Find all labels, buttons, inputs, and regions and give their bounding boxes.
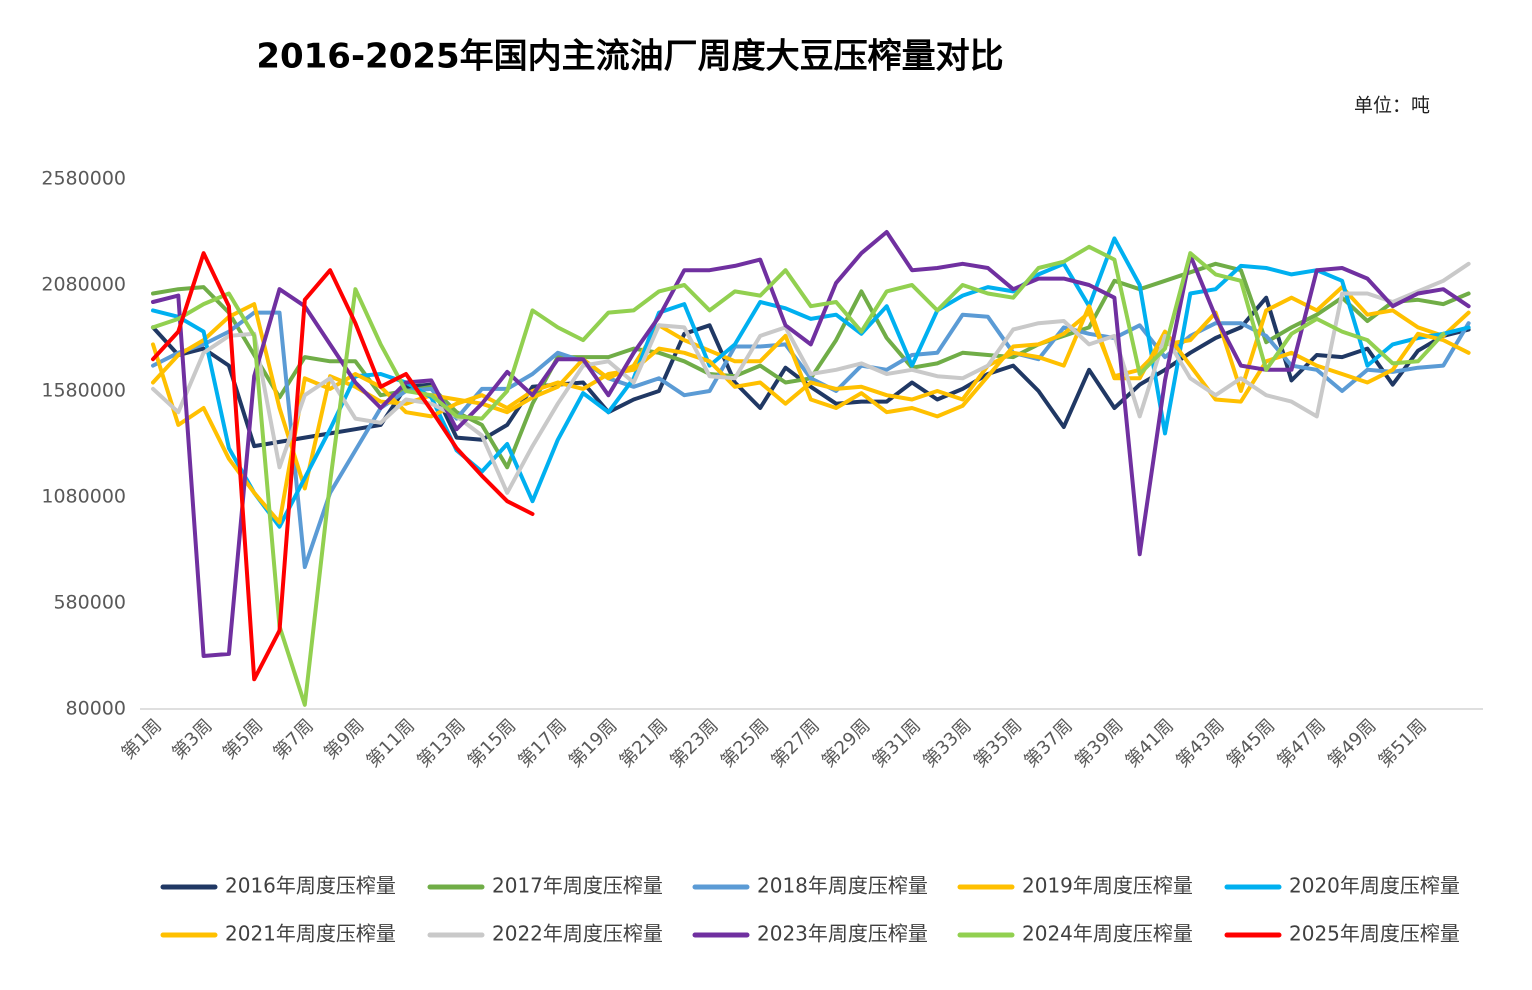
x-tick-label: 第45周 — [1223, 715, 1280, 772]
x-tick-label: 第13周 — [413, 715, 470, 772]
x-tick-label: 第29周 — [818, 715, 875, 772]
legend-label: 2021年周度压榨量 — [225, 922, 396, 946]
x-tick-label: 第15周 — [464, 715, 521, 772]
x-tick-label: 第39周 — [1071, 715, 1128, 772]
legend-label: 2024年周度压榨量 — [1022, 922, 1193, 946]
series-line — [151, 244, 1446, 707]
legend-label: 2017年周度压榨量 — [492, 874, 663, 898]
x-tick-label: 第7周 — [269, 715, 317, 763]
series-line — [151, 236, 1471, 529]
x-tick-label: 第25周 — [717, 715, 774, 772]
legend-label: 2023年周度压榨量 — [757, 922, 928, 946]
unit-label: 单位：吨 — [1354, 95, 1430, 117]
x-tick-label: 第27周 — [767, 715, 824, 772]
legend-label: 2019年周度压榨量 — [1022, 874, 1193, 898]
x-tick-label: 第35周 — [970, 715, 1027, 772]
y-tick-label: 2580000 — [41, 168, 126, 190]
x-tick-label: 第37周 — [1020, 715, 1077, 772]
series-line — [151, 251, 535, 682]
x-tick-label: 第5周 — [219, 715, 267, 763]
series-line — [151, 230, 1471, 658]
y-tick-label: 2080000 — [41, 274, 126, 296]
x-tick-label: 第23周 — [666, 715, 723, 772]
x-tick-label: 第19周 — [565, 715, 622, 772]
x-tick-label: 第47周 — [1273, 715, 1330, 772]
x-tick-label: 第51周 — [1375, 715, 1432, 772]
series-line — [151, 304, 1471, 525]
legend-label: 2022年周度压榨量 — [492, 922, 663, 946]
chart-title: 2016-2025年国内主流油厂周度大豆压榨量对比 — [256, 37, 1003, 77]
x-tick-label: 第21周 — [616, 715, 673, 772]
y-tick-label: 1080000 — [41, 486, 126, 508]
x-tick-label: 第33周 — [919, 715, 976, 772]
legend-label: 2016年周度压榨量 — [225, 874, 396, 898]
legend-label: 2018年周度压榨量 — [757, 874, 928, 898]
legend-label: 2025年周度压榨量 — [1289, 922, 1460, 946]
x-tick-label: 第1周 — [118, 715, 166, 763]
x-tick-label: 第31周 — [869, 715, 926, 772]
x-tick-label: 第17周 — [514, 715, 571, 772]
x-tick-label: 第3周 — [168, 715, 216, 763]
x-tick-label: 第49周 — [1324, 715, 1381, 772]
series-line — [151, 261, 1471, 495]
y-tick-label: 580000 — [53, 592, 126, 614]
x-tick-label: 第9周 — [320, 715, 368, 763]
x-tick-label: 第43周 — [1172, 715, 1229, 772]
x-tick-label: 第11周 — [363, 715, 420, 772]
x-tick-label: 第41周 — [1122, 715, 1179, 772]
y-tick-label: 80000 — [66, 698, 126, 720]
legend-label: 2020年周度压榨量 — [1289, 874, 1460, 898]
series-line — [151, 310, 1471, 569]
y-tick-label: 1580000 — [41, 380, 126, 402]
